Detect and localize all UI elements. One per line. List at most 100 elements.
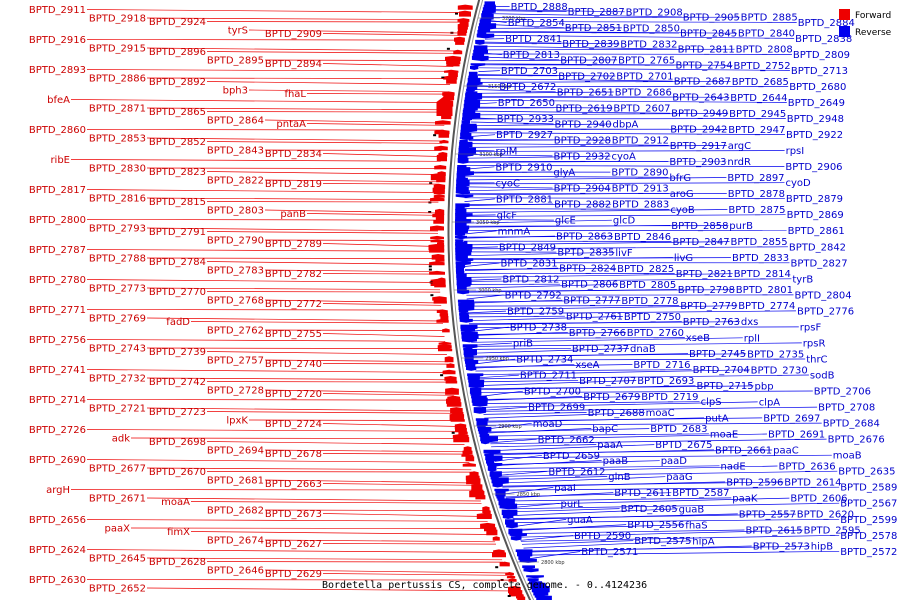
forward-feature — [446, 363, 455, 368]
forward-gene-label: BPTD_2694 — [207, 446, 264, 457]
reverse-gene-label: livF — [615, 248, 632, 259]
forward-feature — [433, 219, 444, 224]
forward-leader-line — [322, 543, 497, 545]
reverse-gene-label: BPTD_2595 — [804, 526, 861, 537]
reverse-gene-labels: BPTD_2888 BPTD_2887 BPTD_2908 BPTD_2905 BPTD… — [495, 2, 897, 558]
forward-gene-label: BPTD_2772 — [265, 299, 322, 310]
reverse-gene-label: hipA — [692, 536, 714, 547]
reverse-leader-line — [479, 390, 813, 394]
forward-gene-label: lpxK — [226, 416, 248, 427]
reverse-feature — [470, 392, 482, 397]
reverse-gene-label: BPTD_2792 — [505, 291, 562, 302]
forward-feature — [492, 536, 500, 541]
reverse-leader-line — [467, 154, 553, 157]
forward-feature — [435, 258, 445, 262]
reverse-leader-line — [490, 13, 682, 18]
reverse-gene-label: BPTD_2607 — [613, 104, 670, 115]
forward-leader-line — [146, 107, 447, 111]
forward-leader-line — [86, 429, 462, 432]
forward-gene-label: BPTD_2886 — [89, 74, 146, 85]
forward-feature — [458, 430, 468, 435]
reverse-gene-label: BPTD_2635 — [838, 467, 895, 478]
forward-gene-label: BPTD_2788 — [89, 254, 146, 265]
reverse-gene-label: pbp — [755, 381, 774, 392]
reverse-gene-label: BPTD_2861 — [788, 226, 845, 237]
reverse-gene-label: BPTD_2697 — [763, 413, 820, 424]
reverse-leader-line — [465, 273, 733, 278]
reverse-gene-label: guaB — [679, 504, 705, 515]
rna-feature — [428, 268, 432, 271]
reverse-leader-line — [492, 444, 655, 451]
reverse-gene-label: BPTD_2846 — [614, 232, 671, 243]
reverse-gene-label: BPTD_2887 — [568, 7, 625, 18]
forward-gene-label: BPTD_2670 — [149, 467, 206, 478]
forward-leader-line — [322, 153, 442, 157]
reverse-gene-label: BPTD_2606 — [790, 494, 847, 505]
forward-gene-label: BPTD_2830 — [89, 164, 146, 175]
forward-gene-label: BPTD_2678 — [265, 449, 322, 460]
reverse-gene-label: BPTD_2684 — [823, 419, 880, 430]
forward-feature — [445, 387, 459, 395]
forward-feature — [475, 494, 486, 500]
forward-gene-label: BPTD_2822 — [207, 176, 264, 187]
reverse-leader-line — [463, 235, 614, 238]
reverse-feature — [522, 565, 535, 569]
reverse-leader-line — [505, 492, 672, 498]
reverse-leader-line — [474, 91, 614, 94]
backbone-outer-line — [447, 0, 532, 600]
reverse-gene-label: BPTD_2706 — [814, 387, 871, 398]
forward-leader-line — [206, 261, 439, 265]
forward-leader-line — [86, 369, 450, 373]
reverse-gene-label: BPTD_2831 — [501, 259, 558, 270]
reverse-gene-label: BPTD_2832 — [620, 39, 677, 50]
forward-leader-line — [146, 77, 452, 79]
reverse-leader-line — [474, 364, 633, 368]
reverse-leader-line — [489, 433, 768, 441]
reverse-gene-label: BPTD_2685 — [732, 77, 789, 88]
reverse-gene-label: BPTD_2715 — [697, 381, 754, 392]
reverse-gene-label: BPTD_2888 — [511, 2, 568, 13]
reverse-gene-label: BPTD_2643 — [672, 93, 729, 104]
reverse-leader-line — [469, 326, 509, 332]
forward-leader-line — [264, 569, 508, 574]
forward-leader-line — [322, 333, 445, 337]
reverse-gene-label: rplI — [744, 333, 760, 344]
reverse-gene-label: BPTD_2851 — [565, 23, 622, 34]
forward-feature — [436, 177, 446, 183]
legend-reverse-swatch — [839, 26, 850, 37]
reverse-leader-line — [526, 550, 840, 556]
reverse-feature — [475, 39, 485, 45]
reverse-gene-label: glcE — [555, 216, 576, 227]
forward-leader-line — [206, 51, 456, 54]
forward-leader-line — [264, 239, 439, 241]
reverse-gene-label: paaG — [666, 472, 692, 483]
forward-gene-label: BPTD_2789 — [265, 239, 322, 250]
forward-leader-line — [264, 389, 454, 394]
forward-gene-label: BPTD_2652 — [89, 584, 146, 595]
forward-gene-label: BPTD_2743 — [89, 344, 146, 355]
reverse-gene-label: BPTD_2835 — [557, 248, 614, 259]
reverse-gene-label: BPTD_2906 — [785, 162, 842, 173]
forward-leader-line — [206, 411, 458, 414]
forward-feature — [465, 455, 475, 462]
forward-feature — [446, 77, 457, 84]
rna-feature — [441, 76, 445, 79]
reverse-gene-label: BPTD_2686 — [615, 88, 672, 99]
forward-leader-line — [206, 231, 439, 234]
forward-feature — [442, 369, 456, 375]
reverse-gene-label: BPTD_2808 — [736, 45, 793, 56]
reverse-leader-line — [502, 481, 784, 487]
forward-feature — [432, 296, 447, 301]
reverse-gene-label: BPTD_2672 — [499, 82, 556, 93]
reverse-gene-label: BPTD_2636 — [779, 462, 836, 473]
reverse-gene-label: moaB — [833, 451, 862, 462]
forward-leader-line — [86, 189, 439, 193]
forward-gene-label: tyrS — [228, 26, 248, 37]
scale-tick-label: 3050 kbp — [476, 220, 500, 226]
forward-leader-line — [86, 339, 446, 342]
reverse-leader-line — [491, 9, 625, 13]
reverse-gene-label: BPTD_2910 — [495, 162, 552, 173]
forward-feature — [462, 463, 476, 467]
reverse-gene-label: dbpA — [613, 120, 639, 131]
forward-gene-label: BPTD_2860 — [29, 125, 86, 136]
